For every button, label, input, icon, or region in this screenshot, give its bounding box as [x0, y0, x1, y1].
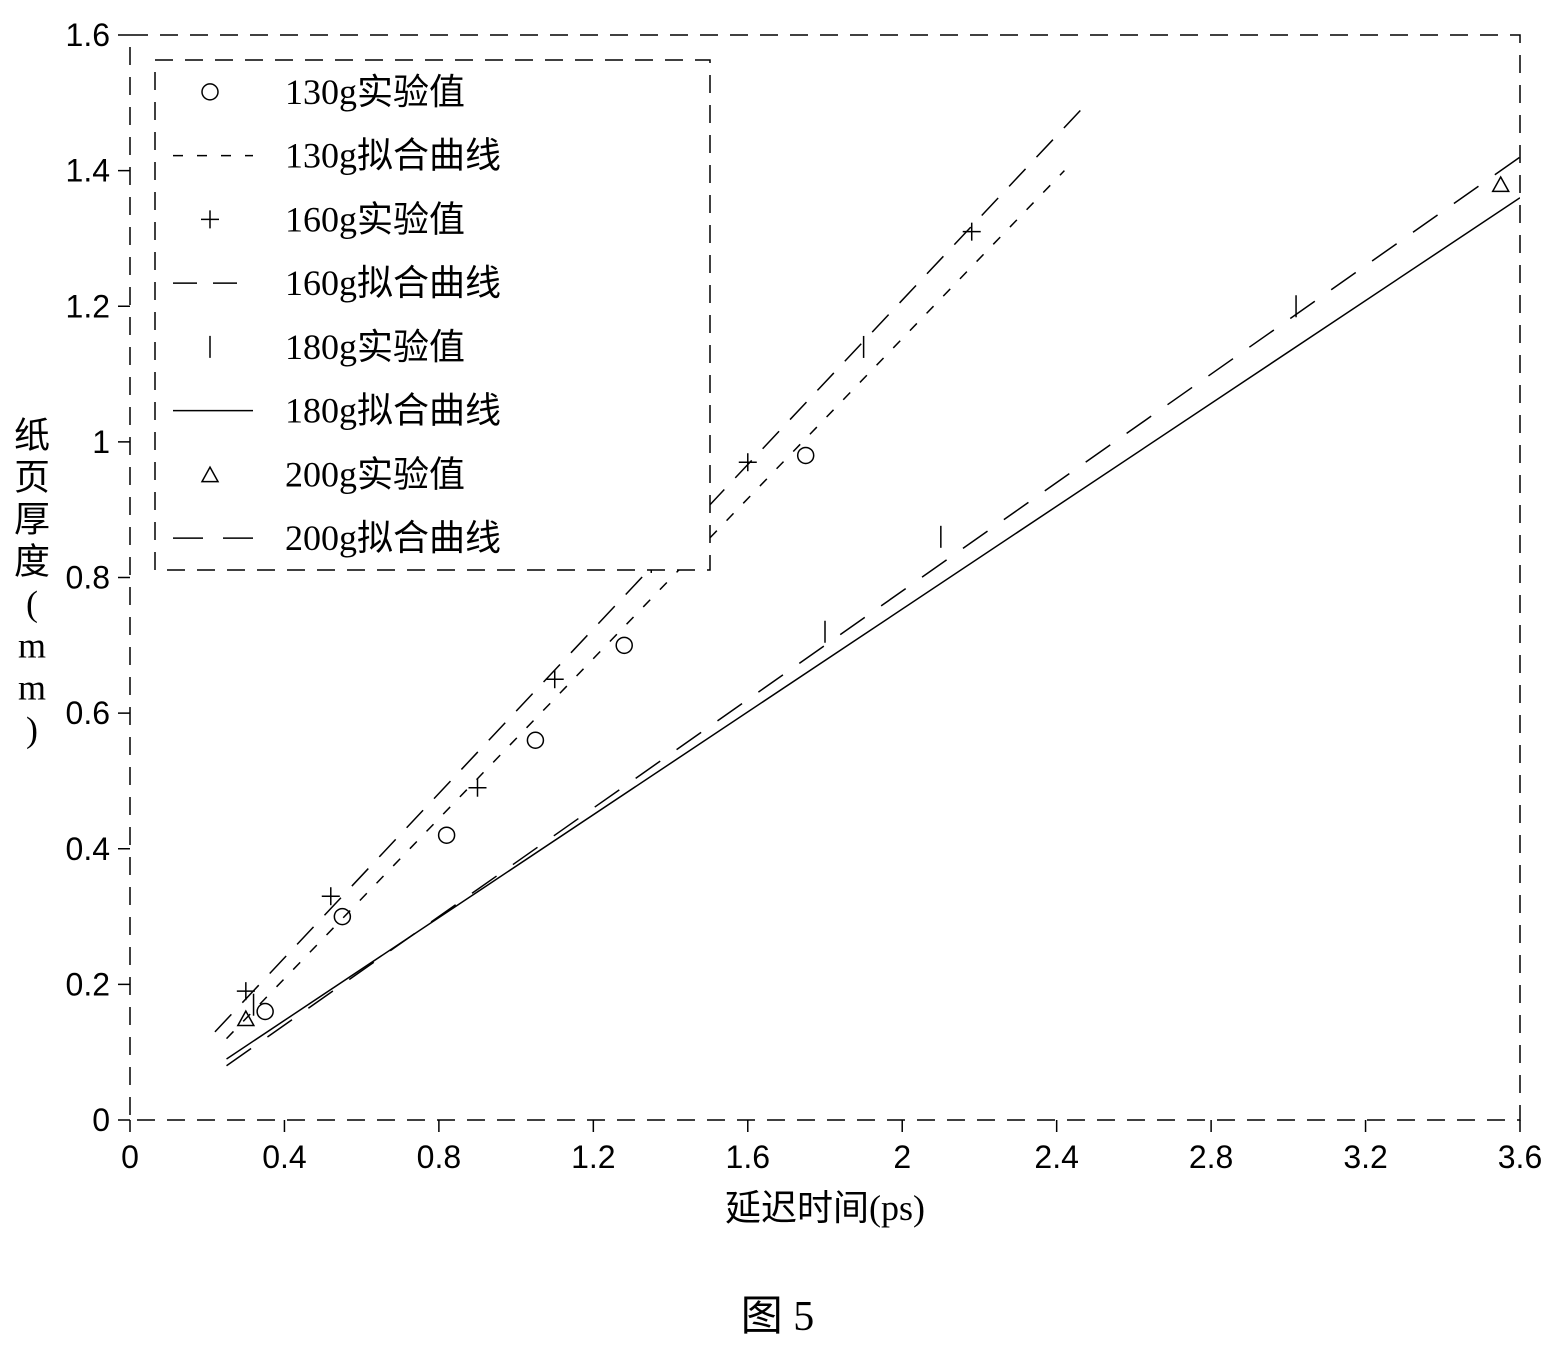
figure-container: 0 0.4 0.8 1.2 1.6 2 2.4 2.8 3.2 3.6 0 0.2 0.4 0.6 0.8 1… — [0, 0, 1555, 1363]
x-tick-label: 2 — [893, 1139, 911, 1175]
legend-label: 130g拟合曲线 — [285, 136, 501, 176]
marker-circle — [616, 637, 632, 653]
y-axis-label-char: 厚 — [14, 500, 50, 540]
y-axis-label-char: ) — [26, 710, 38, 750]
x-tick-label: 0 — [121, 1139, 139, 1175]
x-tick-label: 0.8 — [417, 1139, 461, 1175]
y-tick-label: 0 — [92, 1102, 110, 1138]
y-tick-label: 0.6 — [66, 695, 110, 731]
y-tick-label: 0.4 — [66, 831, 110, 867]
marker-circle — [257, 1004, 273, 1020]
x-tick-label: 2.4 — [1034, 1139, 1078, 1175]
marker-circle — [798, 447, 814, 463]
y-tick-label: 1.2 — [66, 288, 110, 324]
y-axis-label-char: m — [18, 626, 46, 666]
y-axis-label-char: m — [18, 668, 46, 708]
x-tick-label: 2.8 — [1189, 1139, 1233, 1175]
y-axis-label-char: 纸 — [14, 416, 50, 456]
marker-circle — [439, 827, 455, 843]
x-tick-label: 3.6 — [1498, 1139, 1542, 1175]
y-axis-label-char: ( — [26, 584, 38, 624]
legend-label: 130g实验值 — [285, 72, 465, 112]
legend-label: 200g拟合曲线 — [285, 518, 501, 558]
marker-circle — [527, 732, 543, 748]
legend-label: 160g拟合曲线 — [285, 263, 501, 303]
y-tick-label: 0.2 — [66, 966, 110, 1002]
x-tick-label: 1.2 — [571, 1139, 615, 1175]
x-tick-label: 3.2 — [1343, 1139, 1387, 1175]
y-tick-label: 1.6 — [66, 17, 110, 53]
y-axis-label-char: 度 — [14, 542, 50, 582]
legend-label: 180g拟合曲线 — [285, 391, 501, 431]
legend-label: 200g实验值 — [285, 454, 465, 494]
marker-circle — [334, 909, 350, 925]
x-axis-label: 延迟时间(ps) — [725, 1188, 925, 1228]
y-axis-label-char: 页 — [14, 458, 50, 498]
x-tick-label: 1.6 — [726, 1139, 770, 1175]
y-tick-label: 0.8 — [66, 560, 110, 596]
marker-triangle — [1493, 177, 1509, 191]
y-tick-label: 1.4 — [66, 153, 110, 189]
x-tick-label: 0.4 — [262, 1139, 306, 1175]
legend-label: 160g实验值 — [285, 199, 465, 239]
plot-svg: 0 0.4 0.8 1.2 1.6 2 2.4 2.8 3.2 3.6 0 0.2 0.4 0.6 0.8 1… — [0, 0, 1555, 1363]
y-tick-label: 1 — [92, 424, 110, 460]
legend-label: 180g实验值 — [285, 327, 465, 367]
figure-caption: 图 5 — [741, 1294, 815, 1340]
